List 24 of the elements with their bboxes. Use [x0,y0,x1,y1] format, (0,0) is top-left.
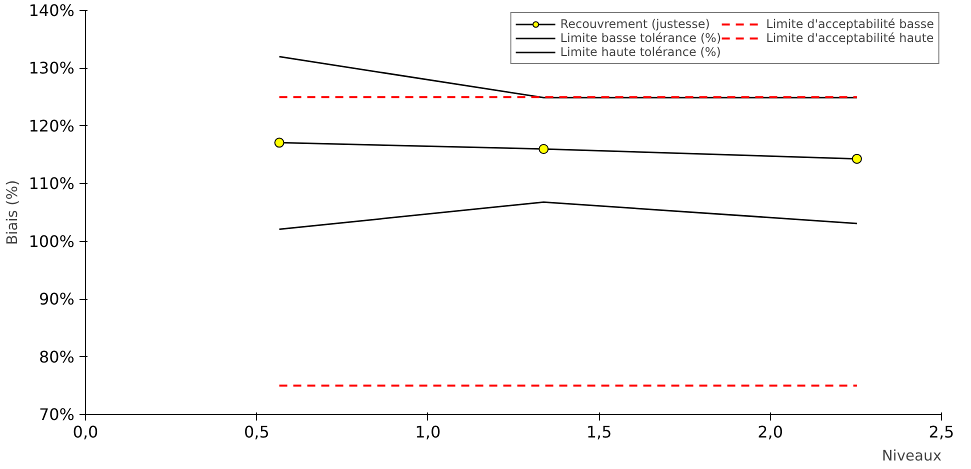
legend-label: Limite haute tolérance (%) [560,45,721,59]
legend-label: Recouvrement (justesse) [560,17,710,31]
y-axis-title: Biais (%) [4,180,21,245]
x-tick-label: 2,5 [928,422,954,442]
y-tick-label: 140% [28,1,75,20]
x-tick-label: 0,5 [244,422,270,442]
x-tick-label: 0,0 [72,422,98,442]
x-tick-label: 1,0 [415,422,441,442]
x-axis-title: Niveaux [882,448,942,464]
legend-label: Limite d'acceptabilité basse [766,17,934,31]
y-tick-label: 100% [28,232,75,251]
y-tick-label: 90% [38,290,74,309]
point [274,138,284,148]
y-tick-label: 120% [28,116,75,136]
y-tick-label: 70% [38,405,74,424]
y-tick-label: 110% [28,174,75,194]
legend-label: Limite d'acceptabilité haute [766,31,934,45]
x-tick-label: 2,0 [758,422,784,442]
point [852,154,862,164]
y-tick-label: 130% [28,58,75,78]
x-tick-label: 1,5 [586,422,612,442]
legend-label: Limite basse tolérance (%) [560,31,722,45]
point [538,144,549,154]
y-tick-label: 80% [38,347,74,366]
